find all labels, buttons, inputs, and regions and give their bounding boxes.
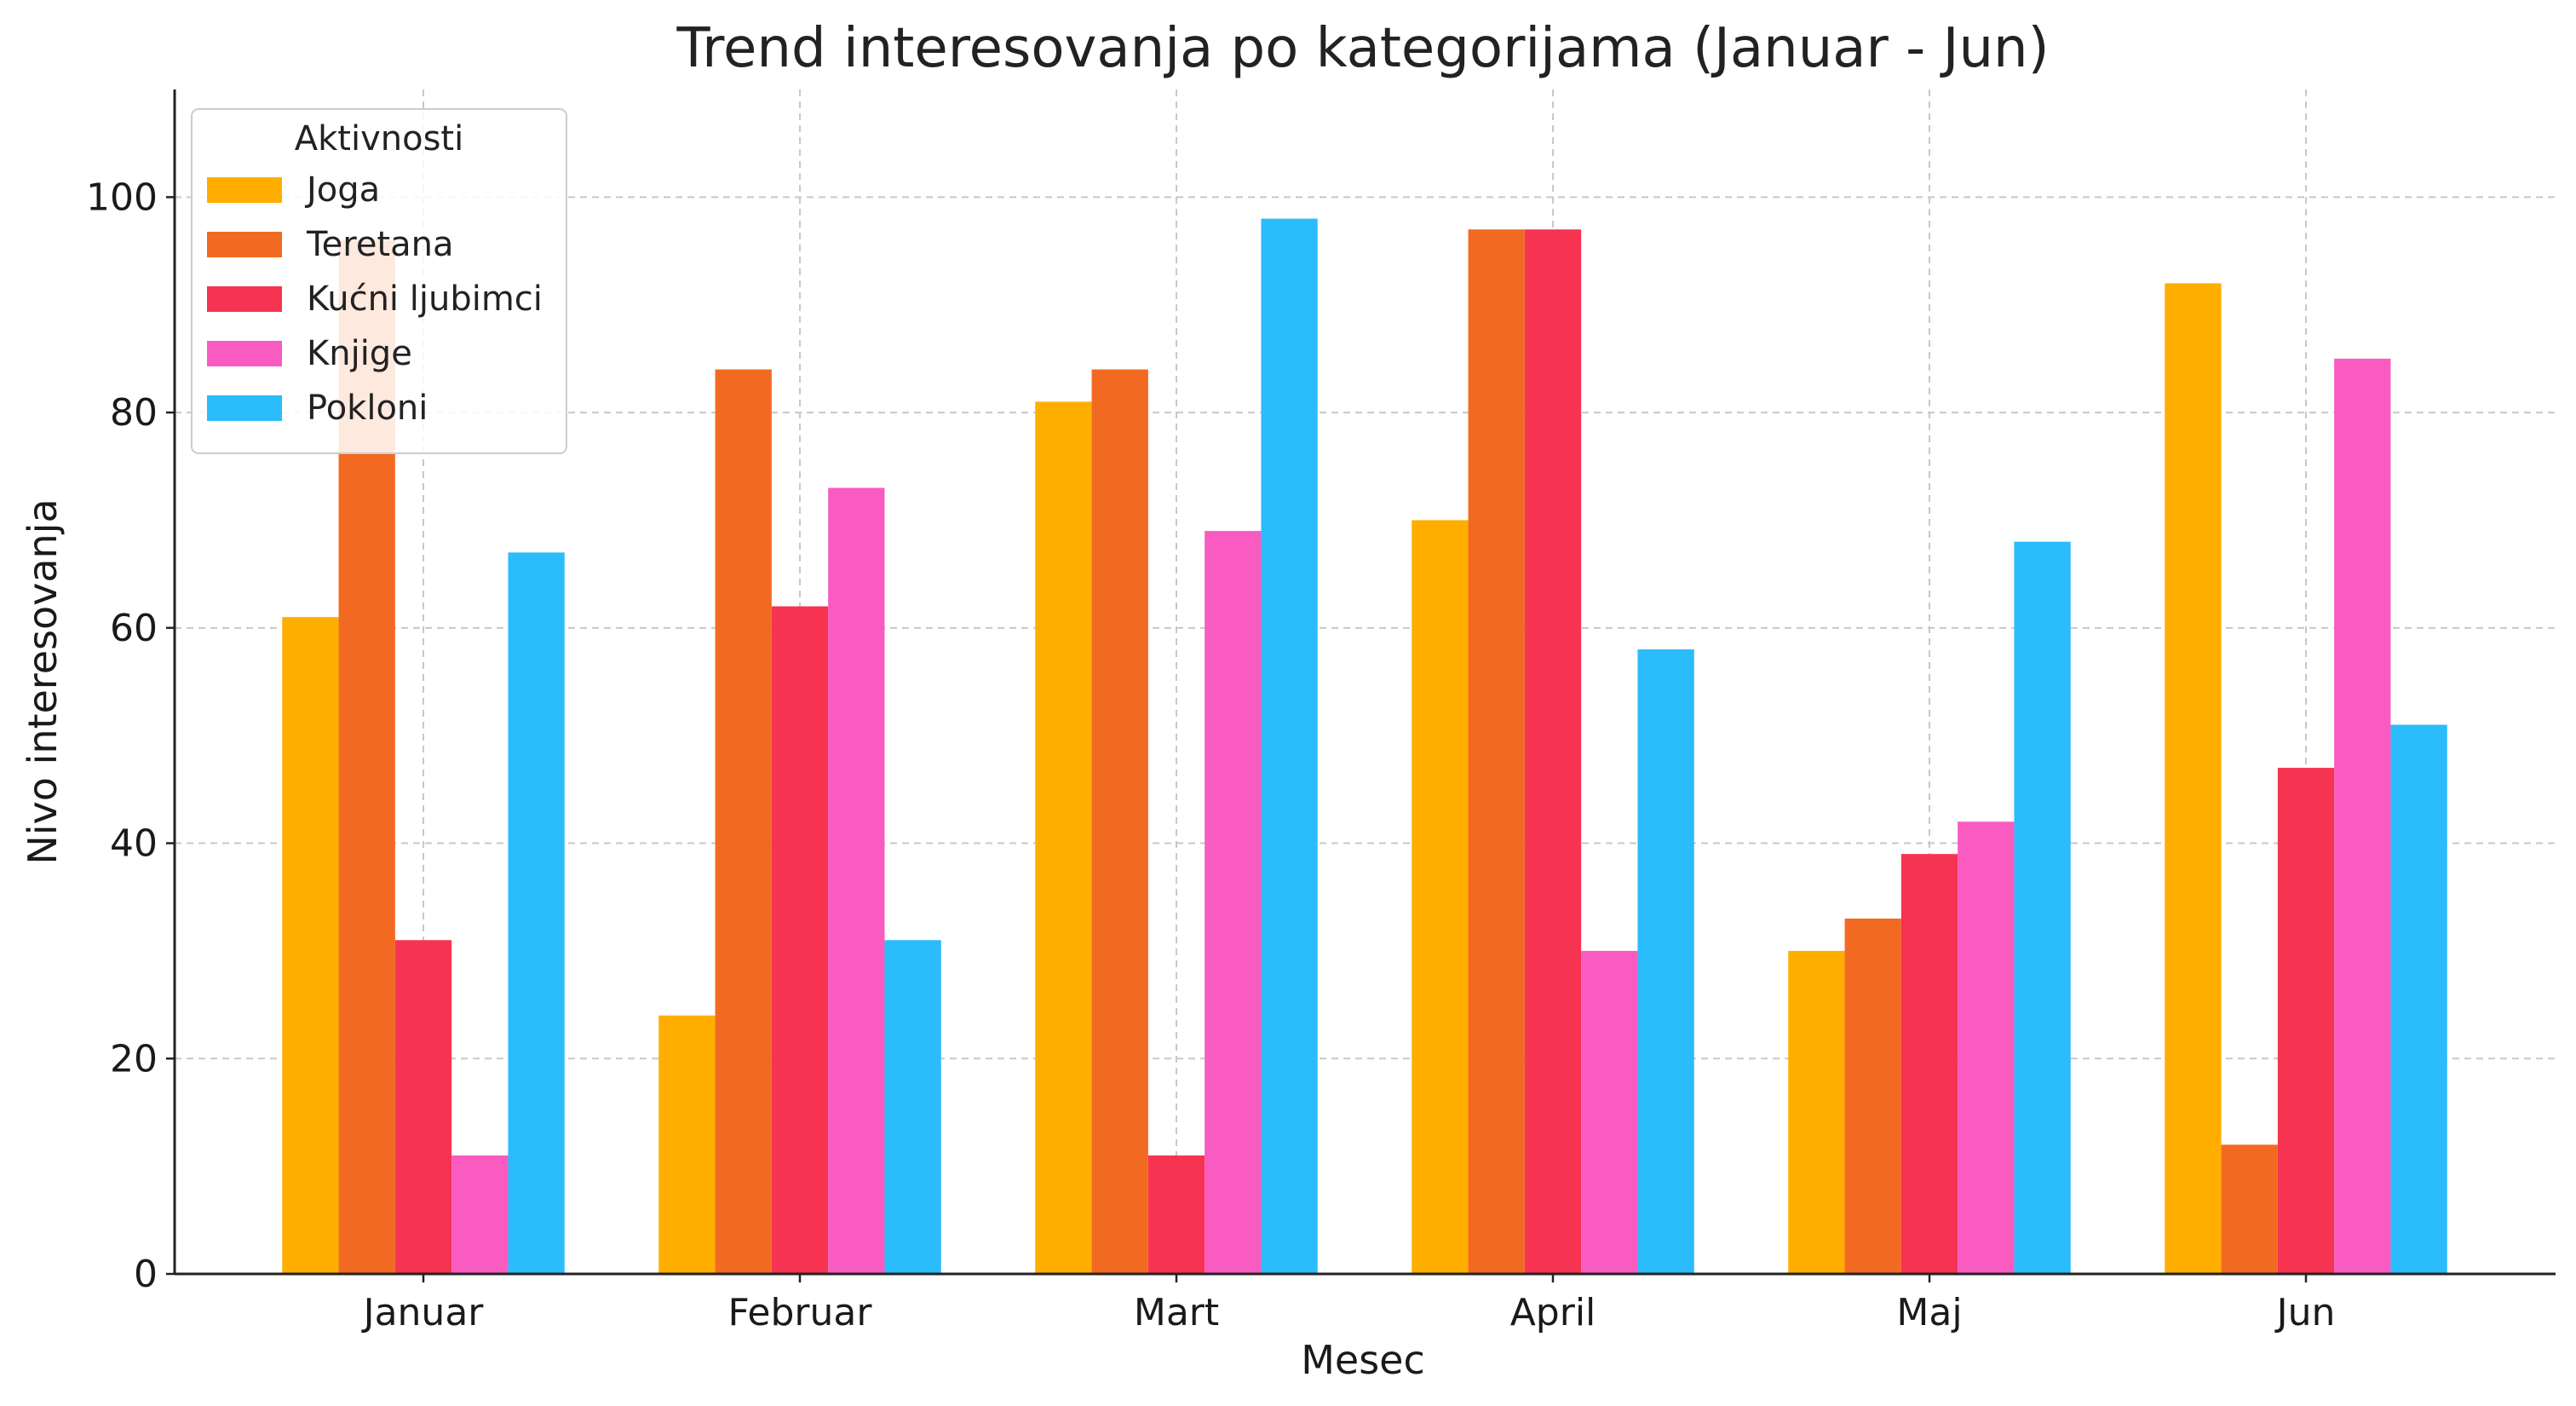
bar-joga-maj (1788, 950, 1845, 1274)
bar-joga-april (1412, 520, 1469, 1274)
bar-knjige-mart (1205, 531, 1262, 1274)
legend-label: Teretana (306, 225, 453, 264)
axes (173, 89, 2556, 1276)
bar-teretana-maj (1844, 919, 1901, 1274)
bar-joga-jun (2165, 283, 2222, 1274)
bar-ku-ni-ljubimci-april (1524, 229, 1582, 1275)
legend-title: Aktivnosti (295, 119, 463, 158)
legend-label: Kućni ljubimci (307, 279, 543, 319)
legend-label: Joga (304, 170, 380, 210)
bar-pokloni-mart (1261, 218, 1318, 1274)
legend-label: Knjige (307, 334, 412, 373)
y-tick-label: 100 (86, 176, 158, 219)
bar-knjige-april (1581, 950, 1638, 1274)
y-axis-ticks: 0 20 40 60 80 100 (86, 176, 175, 1296)
legend: Aktivnosti Joga Teretana Kućni ljubimci Knji… (191, 108, 567, 454)
bar-teretana-februar (715, 369, 772, 1275)
bar-pokloni-jun (2390, 724, 2447, 1274)
bars (282, 218, 2447, 1275)
bar-joga-mart (1035, 401, 1092, 1274)
y-axis-title: Nivo interesovanja (20, 498, 66, 864)
chart-title: Trend interesovanja po kategorijama (Jan… (676, 17, 2049, 80)
bar-knjige-februar (828, 487, 885, 1274)
x-tick-label: Mart (1134, 1291, 1219, 1334)
bar-pokloni-maj (2014, 541, 2071, 1274)
bar-ku-ni-ljubimci-maj (1900, 854, 1958, 1274)
y-tick-label: 20 (110, 1037, 158, 1080)
bar-ku-ni-ljubimci-januar (394, 940, 452, 1274)
legend-swatch (207, 232, 282, 257)
y-tick-label: 40 (110, 822, 158, 866)
y-tick-label: 80 (110, 391, 158, 435)
x-axis-ticks: Januar Februar Mart April Maj Jun (361, 1274, 2336, 1334)
y-tick-label: 60 (110, 607, 158, 650)
bar-knjige-maj (1958, 821, 2015, 1274)
bar-teretana-jun (2221, 1144, 2278, 1274)
legend-swatch (207, 341, 282, 366)
legend-swatch (207, 177, 282, 203)
legend-swatch (207, 395, 282, 421)
bar-joga-januar (282, 617, 339, 1274)
bar-teretana-april (1468, 229, 1525, 1275)
bar-knjige-jun (2334, 358, 2391, 1275)
x-tick-label: Januar (361, 1291, 485, 1334)
y-tick-label: 0 (134, 1253, 158, 1296)
bar-ku-ni-ljubimci-jun (2277, 768, 2335, 1274)
x-tick-label: April (1510, 1291, 1596, 1334)
bar-joga-februar (658, 1015, 716, 1274)
bar-ku-ni-ljubimci-mart (1147, 1155, 1205, 1274)
bar-pokloni-februar (884, 940, 941, 1274)
x-axis-title: Mesec (1301, 1337, 1425, 1383)
bar-pokloni-april (1637, 649, 1694, 1274)
bar-ku-ni-ljubimci-februar (771, 606, 829, 1274)
legend-label: Pokloni (307, 389, 428, 428)
bar-pokloni-januar (508, 552, 565, 1274)
legend-box (191, 108, 567, 454)
x-tick-label: Jun (2274, 1291, 2336, 1334)
legend-swatch (207, 286, 282, 312)
bar-knjige-januar (451, 1155, 509, 1274)
x-tick-label: Februar (728, 1291, 873, 1334)
bar-teretana-mart (1091, 369, 1148, 1275)
x-tick-label: Maj (1896, 1291, 1962, 1334)
